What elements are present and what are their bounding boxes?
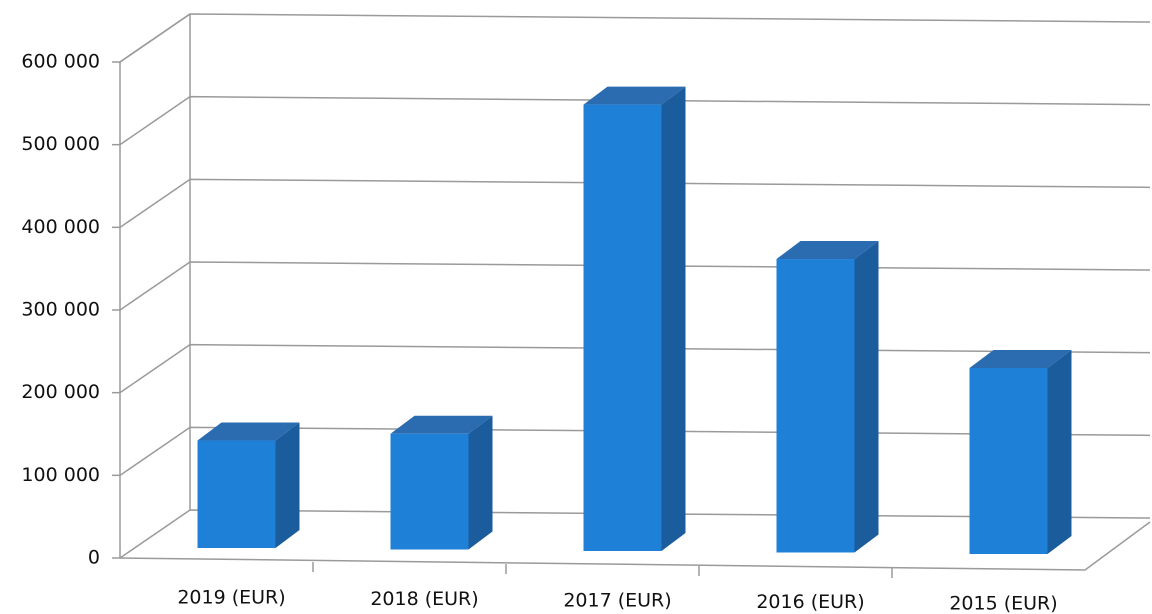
bar: [583, 104, 662, 551]
y-tick-label: 300 000: [21, 299, 100, 321]
grid-line: [119, 13, 1151, 63]
bar-top: [390, 415, 493, 434]
y-tick-label: 0: [88, 547, 100, 569]
bar-side: [854, 241, 879, 553]
x-tick-label: 2019 (EUR): [177, 587, 285, 609]
bar: [390, 433, 469, 550]
bar: [776, 259, 855, 553]
bar-top: [776, 241, 879, 260]
x-tick-label: 2018 (EUR): [370, 588, 478, 610]
bar-top: [969, 350, 1072, 368]
bar-side: [275, 422, 300, 548]
y-tick-label: 200 000: [21, 381, 100, 403]
bar-top: [197, 422, 300, 441]
y-tick-label: 400 000: [21, 216, 100, 238]
grid-line: [119, 178, 1151, 228]
bar: [969, 368, 1048, 554]
y-tick-label: 500 000: [21, 133, 100, 155]
y-tick-label: 600 000: [21, 51, 100, 73]
grid-line: [119, 95, 1151, 146]
x-tick-label: 2015 (EUR): [949, 593, 1057, 614]
bar-side: [1047, 350, 1072, 554]
y-tick-label: 100 000: [21, 464, 100, 486]
x-tick-label: 2017 (EUR): [563, 590, 671, 612]
floor-edge: [119, 521, 1151, 571]
bar-side: [468, 415, 493, 550]
bar: [197, 440, 276, 548]
x-tick-label: 2016 (EUR): [756, 591, 864, 613]
bar-top: [583, 86, 686, 105]
bar-side: [661, 86, 686, 551]
